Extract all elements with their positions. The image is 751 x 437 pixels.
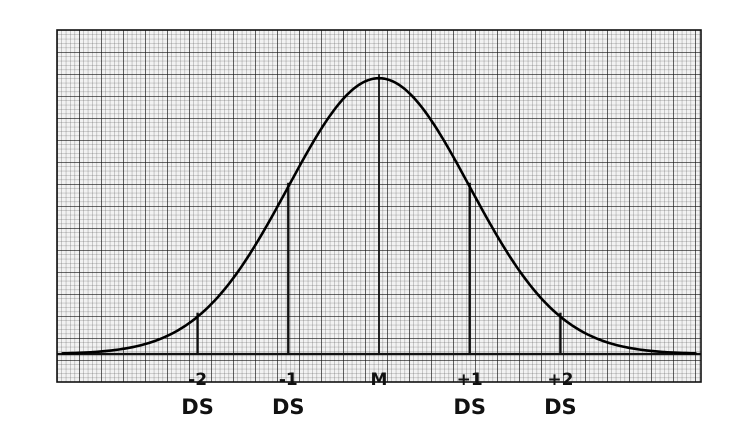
sd-unit-label: DS [544, 395, 577, 419]
sd-unit-label: DS [453, 395, 486, 419]
x-tick-labels: -2 DS -1 DS M +1 DS +2 DS [181, 370, 576, 419]
normal-curve-line [61, 76, 697, 355]
sd-unit-label: DS [181, 395, 214, 419]
x-tick-label: +2 [547, 370, 573, 390]
x-tick-label: M [371, 370, 388, 390]
x-tick-label: -2 [188, 370, 207, 390]
sd-marker-lines [196, 74, 562, 354]
sd-unit-label: DS [272, 395, 305, 419]
plot-frame [56, 29, 702, 383]
x-tick-label: -1 [279, 370, 298, 390]
x-tick-label: +1 [457, 370, 483, 390]
